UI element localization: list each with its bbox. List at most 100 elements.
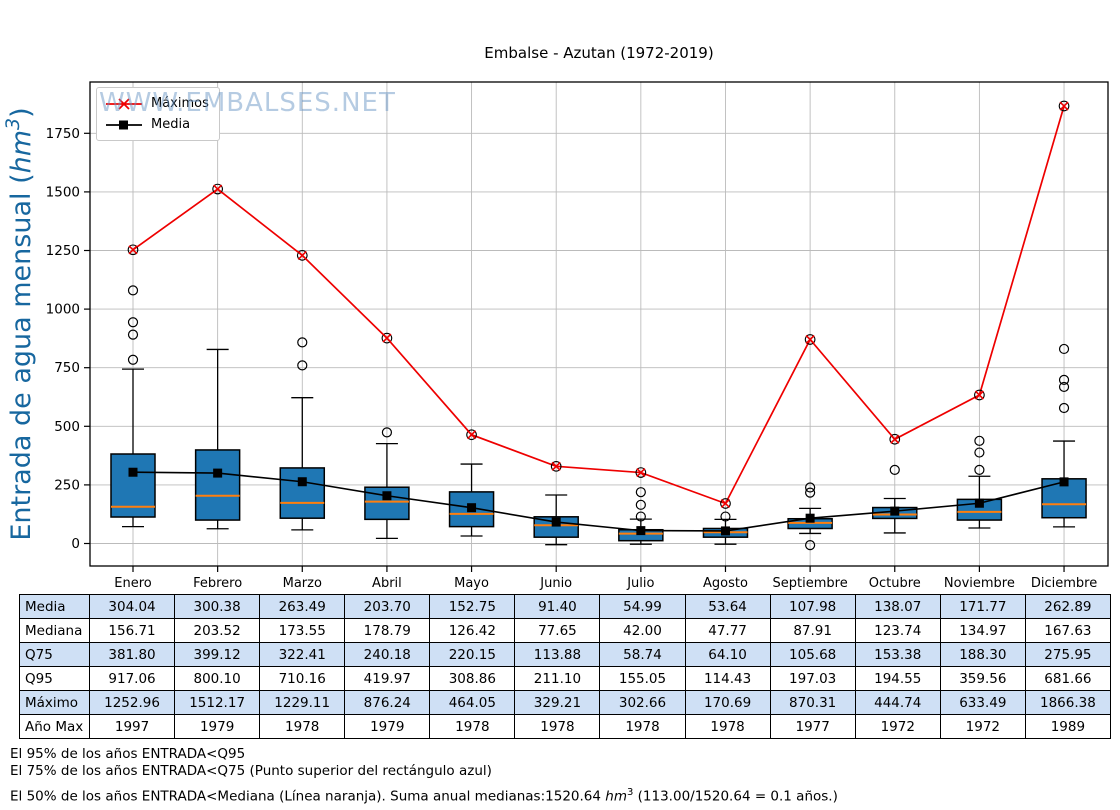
maximos-marker	[296, 250, 308, 261]
boxplot-enero	[110, 285, 156, 528]
boxplot-abril	[364, 427, 410, 539]
table-cell: 1978	[259, 714, 346, 739]
plot-border	[89, 81, 1109, 567]
table-cell: 262.89	[1024, 594, 1111, 619]
media-marker	[974, 498, 984, 508]
table-cell: 53.64	[684, 594, 771, 619]
outlier-point	[127, 285, 139, 296]
x-mark	[720, 498, 731, 509]
table-cell: 419.97	[344, 666, 431, 691]
table-cell: 304.04	[88, 594, 176, 619]
flier-circle	[889, 433, 901, 445]
table-cell: 1866.38	[1024, 690, 1111, 715]
table-cell: 1978	[429, 714, 516, 739]
outlier-point	[974, 464, 985, 475]
y-tick-label: 0	[71, 536, 80, 552]
table-cell: 1979	[174, 714, 261, 739]
y-tick-label: 250	[54, 477, 80, 493]
flier-circle	[381, 332, 393, 344]
x-tick-label: Mayo	[454, 576, 489, 591]
table-cell: 870.31	[769, 690, 856, 715]
maximos-marker	[466, 429, 477, 441]
table-cell: 681.66	[1024, 666, 1111, 691]
media-marker	[382, 491, 392, 501]
table-cell: 1997	[88, 714, 176, 739]
table-cell: 47.77	[684, 618, 771, 643]
footnote-q75: El 75% de los años ENTRADA<Q75 (Punto su…	[10, 763, 492, 779]
maximos-marker	[212, 183, 223, 195]
table-cell: 240.18	[344, 642, 431, 667]
x-mark	[974, 390, 984, 400]
table-cell: 156.71	[88, 618, 176, 643]
statistics-table: Media 304.04 300.38 263.49 203.70 152.75 91.40…	[19, 594, 1111, 739]
x-mark	[636, 467, 646, 478]
footnote-mediana: El 50% de los años ENTRADA<Mediana (Líne…	[10, 787, 838, 805]
table-cell: 329.21	[514, 690, 601, 715]
x-tick-label: Febrero	[193, 576, 242, 591]
x-mark	[213, 184, 223, 194]
outlier-point	[127, 317, 139, 328]
table-cell: 171.77	[939, 594, 1026, 619]
x-tick-label: Octubre	[869, 576, 921, 591]
table-cell: 381.80	[88, 642, 176, 667]
row-label: Mediana	[19, 618, 90, 643]
table-cell: 178.79	[344, 618, 431, 643]
x-mark	[1059, 101, 1069, 111]
x-tick-label: Abril	[372, 576, 402, 591]
media-marker	[636, 526, 646, 536]
outlier-point	[1058, 343, 1070, 355]
table-cell: 263.49	[259, 594, 346, 619]
outlier-point	[635, 499, 646, 510]
flier-circle	[720, 498, 731, 509]
x-mark	[466, 430, 477, 440]
table-cell: 173.55	[259, 618, 346, 643]
y-tick-label: 1750	[46, 126, 80, 142]
table-cell: 152.75	[429, 594, 516, 619]
flier-circle	[804, 334, 816, 345]
legend: Máximos Media	[96, 87, 220, 141]
table-row-máximo: Máximo 1252.96 1512.17 1229.11 876.24 464.05 3…	[19, 690, 1111, 715]
maximos-marker	[804, 334, 816, 345]
table-cell: 194.55	[854, 666, 941, 691]
table-cell: 444.74	[854, 690, 941, 715]
maximos-marker	[550, 460, 562, 472]
box	[279, 467, 326, 519]
table-cell: 91.40	[514, 594, 601, 619]
footnote-q95: El 95% de los años ENTRADA<Q95	[10, 746, 246, 762]
flier-circle	[212, 183, 223, 195]
table-cell: 220.15	[429, 642, 516, 667]
maximos-marker	[889, 433, 901, 445]
table-cell: 302.66	[599, 690, 686, 715]
table-cell: 1978	[514, 714, 601, 739]
maximos-marker	[381, 332, 393, 344]
table-cell: 1978	[684, 714, 771, 739]
x-mark	[890, 434, 900, 444]
table-cell: 123.74	[854, 618, 941, 643]
legend-item-media: Media	[104, 114, 209, 135]
media-marker	[1059, 477, 1069, 487]
flier-circle	[974, 389, 985, 401]
media-line-swatch	[106, 120, 142, 129]
table-cell: 113.88	[514, 642, 601, 667]
outlier-point	[889, 464, 900, 475]
outlier-point	[974, 447, 985, 458]
flier-circle	[1058, 100, 1070, 112]
table-cell: 197.03	[769, 666, 856, 691]
outlier-point	[297, 360, 308, 371]
outlier-point	[635, 511, 646, 522]
outlier-point	[805, 540, 816, 551]
outlier-point	[974, 435, 985, 446]
table-cell: 138.07	[854, 594, 941, 619]
y-tick-label: 500	[54, 419, 80, 435]
table-cell: 275.95	[1024, 642, 1111, 667]
media-marker	[890, 506, 900, 516]
table-cell: 42.00	[599, 618, 686, 643]
table-cell: 1979	[344, 714, 431, 739]
boxplot-febrero	[194, 348, 241, 530]
table-cell: 134.97	[939, 618, 1026, 643]
box	[194, 449, 241, 521]
y-tick-label: 1500	[46, 184, 80, 200]
table-cell: 800.10	[174, 666, 261, 691]
table-cell: 633.49	[939, 690, 1026, 715]
table-cell: 1252.96	[88, 690, 176, 715]
